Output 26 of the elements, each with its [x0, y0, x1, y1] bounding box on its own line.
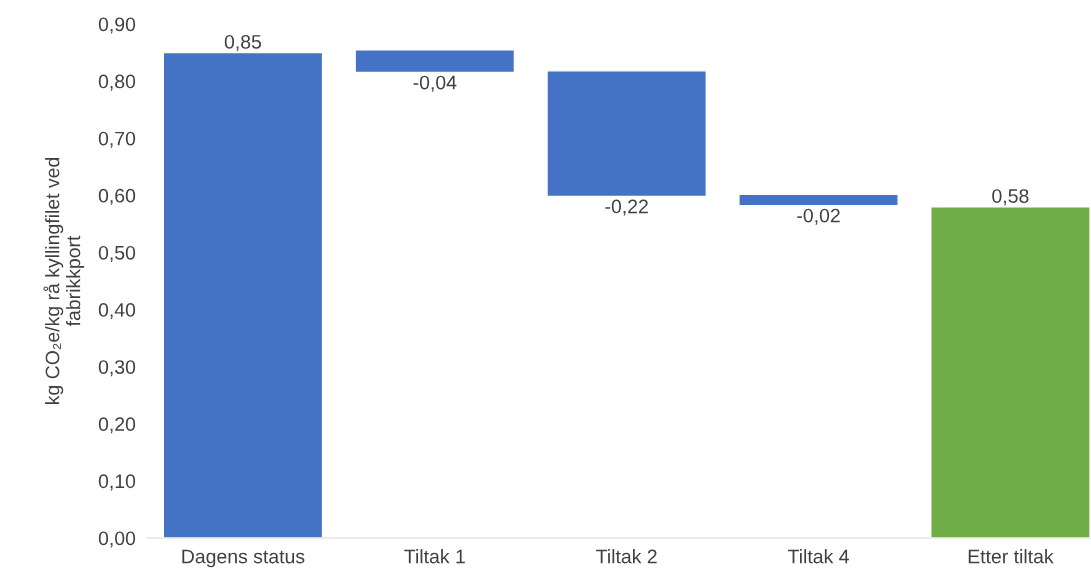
- y-tick-label: 0,90: [98, 17, 136, 34]
- data-label: -0,04: [413, 75, 457, 92]
- bar: [738, 193, 899, 207]
- x-tick-label: Dagens status: [182, 549, 305, 568]
- bar: [546, 70, 707, 198]
- y-axis-title: kg CO₂e/kg rå kyllingfilet ved fabrikkport: [43, 157, 85, 404]
- y-tick-label: 0,60: [98, 188, 136, 205]
- data-label: 0,85: [224, 34, 262, 52]
- bar: [930, 206, 1091, 538]
- y-tick-label: 0,00: [98, 531, 136, 548]
- y-tick-label: 0,50: [98, 245, 136, 262]
- data-label: -0,22: [605, 199, 648, 216]
- x-tick-label: Tiltak 4: [788, 549, 849, 564]
- y-tick-label: 0,70: [98, 131, 136, 148]
- y-tick-label: 0,40: [98, 303, 136, 320]
- x-tick-label: Tiltak 2: [596, 549, 657, 564]
- y-tick-label: 0,30: [98, 360, 136, 377]
- y-tick-label: 0,10: [98, 474, 136, 491]
- bar: [354, 49, 516, 74]
- y-tick-label: 0,80: [98, 74, 136, 91]
- data-label: -0,02: [797, 208, 840, 225]
- bar: [162, 51, 324, 538]
- y-tick-label: 0,20: [98, 417, 136, 434]
- x-tick-label: Etter tiltak: [968, 549, 1054, 564]
- data-label: 0,58: [992, 189, 1029, 206]
- x-tick-label: Tiltak 1: [404, 549, 465, 564]
